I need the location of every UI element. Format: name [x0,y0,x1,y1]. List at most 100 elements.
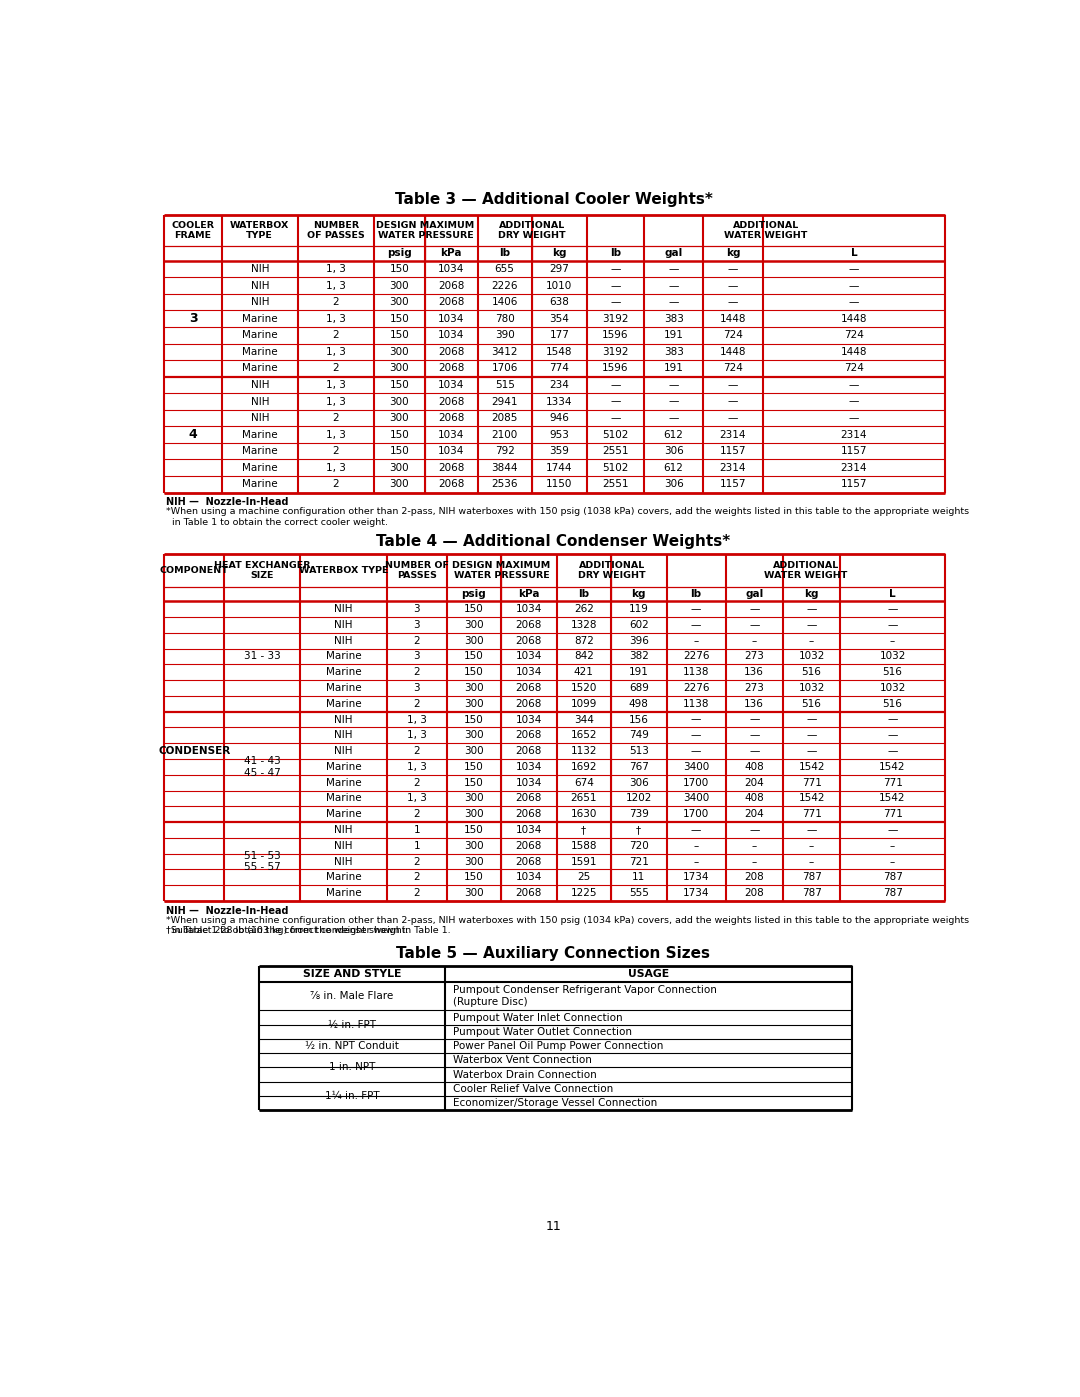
Text: lb: lb [610,249,621,258]
Text: 300: 300 [390,414,409,423]
Text: –: – [809,856,814,866]
Text: 382: 382 [629,651,649,661]
Text: 724: 724 [843,363,864,373]
Text: 136: 136 [744,698,765,708]
Text: 2: 2 [414,778,420,788]
Text: 792: 792 [495,446,514,457]
Text: —: — [728,264,738,274]
Text: lb: lb [690,588,702,599]
Text: 150: 150 [390,446,409,457]
Text: 1630: 1630 [570,809,597,819]
Text: 300: 300 [464,683,484,693]
Text: —: — [728,298,738,307]
Text: 150: 150 [463,761,484,773]
Text: 2: 2 [414,856,420,866]
Text: †: † [581,826,586,835]
Text: 150: 150 [463,668,484,678]
Text: 2: 2 [414,809,420,819]
Text: —: — [669,264,679,274]
Text: †: † [636,826,642,835]
Text: Table 3 — Additional Cooler Weights*: Table 3 — Additional Cooler Weights* [394,193,713,208]
Text: 1034: 1034 [438,330,464,341]
Text: lb: lb [578,588,590,599]
Text: —: — [610,264,621,274]
Text: Cooler Relief Valve Connection: Cooler Relief Valve Connection [453,1084,613,1094]
Text: 1150: 1150 [546,479,572,489]
Text: 2068: 2068 [438,281,464,291]
Text: 2068: 2068 [438,397,464,407]
Text: 1032: 1032 [798,651,825,661]
Text: NIH: NIH [251,298,269,307]
Text: 1706: 1706 [491,363,518,373]
Text: 262: 262 [573,604,594,615]
Text: —: — [750,620,759,630]
Text: 1734: 1734 [683,872,710,883]
Text: 513: 513 [629,746,649,756]
Text: 306: 306 [664,446,684,457]
Text: kg: kg [632,588,646,599]
Text: —: — [849,397,859,407]
Text: 150: 150 [463,604,484,615]
Text: 150: 150 [463,826,484,835]
Text: 2536: 2536 [491,479,518,489]
Text: Marine: Marine [326,651,362,661]
Text: 612: 612 [664,430,684,440]
Text: 1: 1 [414,826,420,835]
Text: —: — [750,826,759,835]
Text: —: — [610,397,621,407]
Text: 1034: 1034 [515,651,542,661]
Text: NIH: NIH [334,604,353,615]
Text: NIH: NIH [334,636,353,645]
Text: —: — [610,414,621,423]
Text: 191: 191 [629,668,649,678]
Text: 5102: 5102 [603,462,629,472]
Text: 721: 721 [629,856,649,866]
Text: 421: 421 [573,668,594,678]
Text: 177: 177 [550,330,569,341]
Text: —: — [750,604,759,615]
Text: 2068: 2068 [438,462,464,472]
Text: 11: 11 [545,1220,562,1234]
Text: 1334: 1334 [546,397,572,407]
Text: 1034: 1034 [515,778,542,788]
Text: 1596: 1596 [603,363,629,373]
Text: —: — [728,397,738,407]
Text: 516: 516 [882,668,903,678]
Text: 3192: 3192 [603,314,629,324]
Text: ADDITIONAL
DRY WEIGHT: ADDITIONAL DRY WEIGHT [498,221,566,240]
Text: –: – [693,636,699,645]
Text: 119: 119 [629,604,649,615]
Text: —: — [888,746,897,756]
Text: 2068: 2068 [515,856,542,866]
Text: 1, 3: 1, 3 [326,346,346,356]
Text: 1034: 1034 [515,761,542,773]
Text: 150: 150 [463,714,484,725]
Text: 655: 655 [495,264,514,274]
Text: 2276: 2276 [683,651,710,661]
Text: Marine: Marine [242,430,278,440]
Text: —: — [669,281,679,291]
Text: 2068: 2068 [515,746,542,756]
Text: HEAT EXCHANGER
SIZE: HEAT EXCHANGER SIZE [214,560,310,580]
Text: COMPONENT: COMPONENT [160,566,229,574]
Text: —: — [807,731,816,740]
Text: 515: 515 [495,380,514,390]
Text: 4: 4 [189,427,198,441]
Text: 516: 516 [882,698,903,708]
Text: 555: 555 [629,888,649,898]
Text: 300: 300 [390,281,409,291]
Text: 300: 300 [390,298,409,307]
Text: 1034: 1034 [438,380,464,390]
Text: 150: 150 [463,651,484,661]
Text: —: — [691,604,701,615]
Text: 771: 771 [882,778,903,788]
Text: NIH: NIH [251,281,269,291]
Text: Marine: Marine [326,872,362,883]
Text: 1542: 1542 [879,793,906,803]
Text: CONDENSER: CONDENSER [158,746,230,756]
Text: 208: 208 [744,888,765,898]
Text: 1, 3: 1, 3 [407,714,427,725]
Text: 383: 383 [664,314,684,324]
Text: ADDITIONAL
DRY WEIGHT: ADDITIONAL DRY WEIGHT [578,560,646,580]
Text: 1157: 1157 [719,446,746,457]
